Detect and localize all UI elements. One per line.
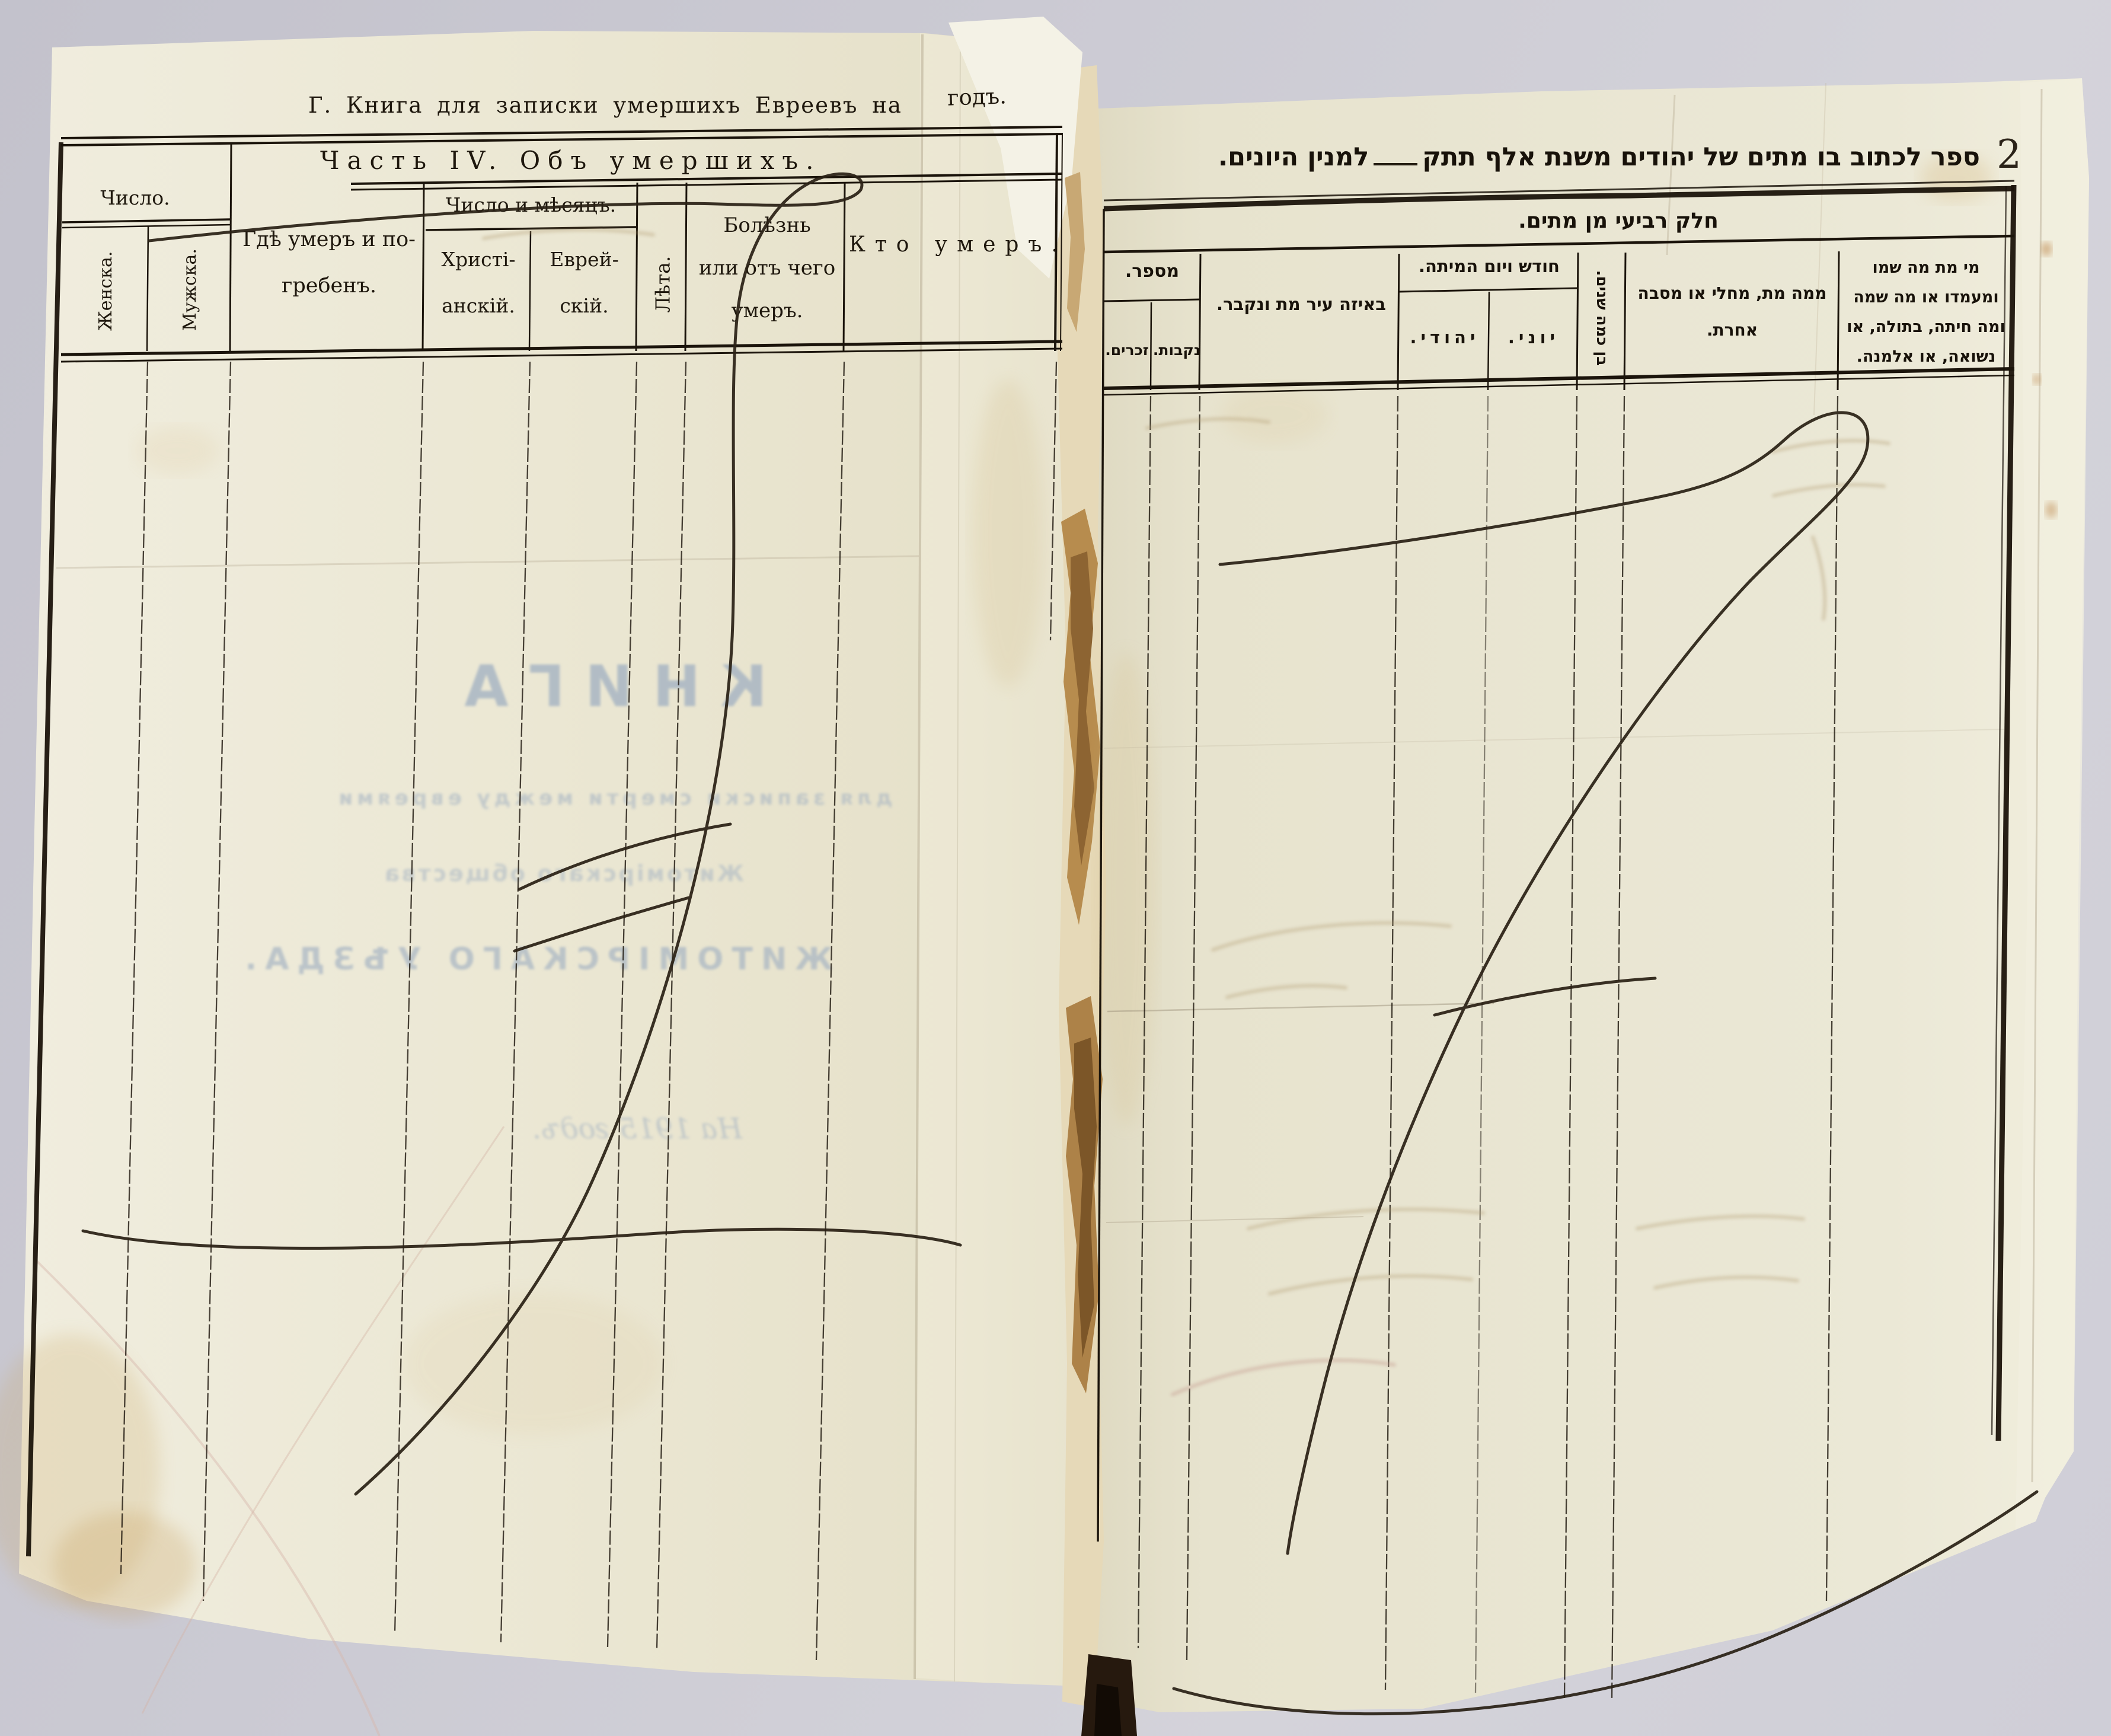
cancellation-stroke-left xyxy=(148,172,864,1496)
right-table-top-border xyxy=(1103,186,2015,212)
column-christian-date-line2: анскій. xyxy=(442,294,515,317)
column-cause-line3: умеръ. xyxy=(731,299,803,323)
column-number-group: Число. xyxy=(100,186,170,209)
cancellation-stroke-right-bottom xyxy=(1172,1490,2039,1716)
cancellation-stroke-right xyxy=(1218,411,1870,1555)
column-jewish-date-line1: Еврей- xyxy=(550,248,619,271)
page-number: 2 xyxy=(1997,132,2021,177)
column-who-died: Кто умеръ. xyxy=(849,232,1068,257)
column-where-died-line1: Гдѣ умеръ и по- xyxy=(242,228,416,251)
column-cause-line2: или отъ чего xyxy=(698,256,836,280)
column-who-hebrew-line1: מי מת מה שמו xyxy=(1872,259,1980,277)
column-cause-hebrew-line1: ממה מת, מחלי או מסבה xyxy=(1637,283,1827,303)
right-table-right-border xyxy=(1995,184,2017,1441)
column-jewish-date: יהודי. xyxy=(1410,327,1480,347)
left-body-column-line xyxy=(120,361,149,1575)
faint-red-handwriting xyxy=(1171,1358,1396,1396)
left-table-outer-left-border xyxy=(26,142,63,1557)
column-jewish-date-line2: скій. xyxy=(560,294,609,317)
column-cause-hebrew-line2: אחרת. xyxy=(1706,320,1758,340)
column-where-died-line2: гребенъ. xyxy=(282,274,376,298)
column-females: נקבות. xyxy=(1152,342,1201,359)
column-mispar-group: מספר. xyxy=(1125,261,1180,282)
hebrew-heading-after-blank: למנין היונים. xyxy=(1218,142,1369,172)
hebrew-heading: ספר לכתוב בו מתים של יהודים משנת אלף תתק… xyxy=(1218,142,1980,172)
column-who-hebrew-line3: ומה חיתה, בתולה, או xyxy=(1847,318,2005,336)
column-death-date-group: חודש ויום המיתה. xyxy=(1419,256,1560,276)
column-males: זכרים. xyxy=(1105,342,1149,359)
left-page-paper xyxy=(19,31,1081,1686)
hebrew-part-title: חלק רביעי מן מתים. xyxy=(1518,209,1719,233)
hebrew-heading-before-blank: ספר לכתוב בו מתים של יהודים משנת אלף תתק xyxy=(1422,142,1980,172)
cancellation-stroke-left-bottom xyxy=(81,1227,962,1250)
right-table-left-border xyxy=(1097,208,1105,1542)
column-greek-date: יוני. xyxy=(1508,327,1560,347)
column-who-hebrew-line4: נשואה, או אלמנה. xyxy=(1856,347,1996,366)
russian-heading: Г. Книга для записки умершихъ Евреевъ на xyxy=(308,92,902,118)
column-city-died: באיזה עיר מת ונקבר. xyxy=(1216,294,1386,314)
faint-handwriting xyxy=(482,228,655,240)
column-christian-date-line1: Христі- xyxy=(441,248,516,271)
column-who-hebrew-line2: ומעמדו או מה שמה xyxy=(1853,288,1999,307)
year-blank-line xyxy=(1374,157,1418,165)
right-body-column-line xyxy=(1137,395,1152,1649)
